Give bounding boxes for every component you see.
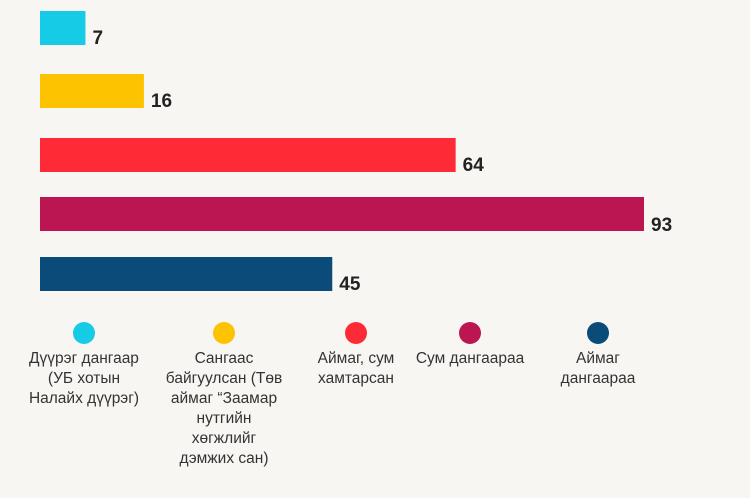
legend-label-aimag-alone: Аймаг дангаараа	[560, 350, 636, 387]
legend-label-district-alone: Дүүрэг дангаар (УБ хотын Налайх дүүрэг)	[28, 350, 140, 407]
legend-item-soum-alone: Сум дангаараа	[410, 322, 530, 369]
legend-dot-aimag-soum-joint	[345, 322, 367, 344]
legend-dot-district-alone	[73, 322, 95, 344]
legend-dot-soum-alone	[459, 322, 481, 344]
legend-label-fund-established: Сангаас байгуулсан (Төв аймаг “Заамар ну…	[165, 350, 283, 467]
bar-aimag-alone	[40, 257, 333, 291]
data-label-fund-established: 16	[151, 91, 172, 112]
legend-item-aimag-soum-joint: Аймаг, сум хамтарсан	[296, 322, 416, 389]
bar-fund-established	[40, 74, 144, 108]
legend-label-soum-alone: Сум дангаараа	[415, 350, 525, 367]
bar-district-alone	[40, 11, 86, 45]
legend-dot-fund-established	[213, 322, 235, 344]
data-label-soum-alone: 93	[651, 215, 672, 236]
data-label-district-alone: 7	[92, 28, 103, 49]
bar-soum-alone	[40, 197, 644, 231]
legend-label-aimag-soum-joint: Аймаг, сум хамтарсан	[317, 350, 395, 387]
legend-item-district-alone: Дүүрэг дангаар (УБ хотын Налайх дүүрэг)	[24, 322, 144, 409]
data-label-aimag-alone: 45	[339, 274, 361, 295]
bar-chart: 7 16 64 93 45	[40, 11, 672, 295]
legend-item-aimag-alone: Аймаг дангаараа	[538, 322, 658, 389]
data-label-aimag-soum-joint: 64	[463, 155, 485, 176]
bar-aimag-soum-joint	[40, 138, 456, 172]
legend-dot-aimag-alone	[587, 322, 609, 344]
legend-item-fund-established: Сангаас байгуулсан (Төв аймаг “Заамар ну…	[164, 322, 284, 469]
chart-legend: Дүүрэг дангаар (УБ хотын Налайх дүүрэг) …	[0, 322, 750, 498]
